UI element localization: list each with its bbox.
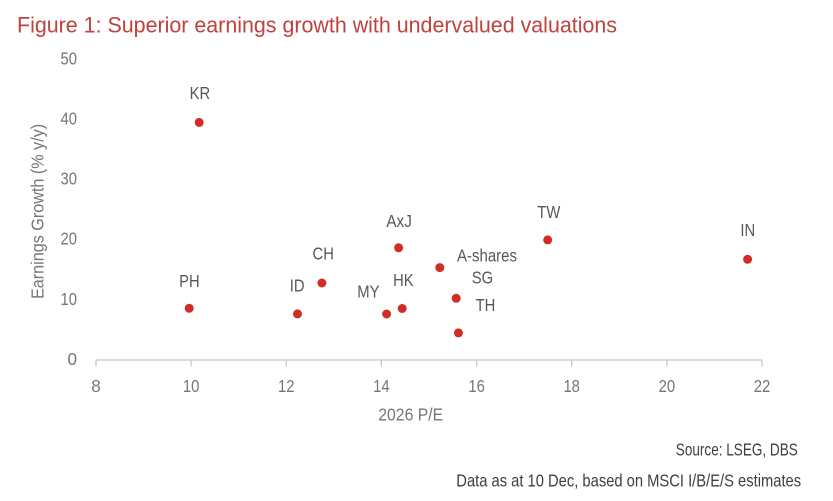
svg-text:SG: SG <box>472 268 493 288</box>
svg-text:50: 50 <box>61 48 78 68</box>
svg-text:Data as at 10 Dec, based on MS: Data as at 10 Dec, based on MSCI I/B/E/S… <box>456 471 801 491</box>
svg-text:14: 14 <box>373 376 390 396</box>
svg-text:IN: IN <box>740 220 755 240</box>
svg-text:10: 10 <box>61 289 78 309</box>
svg-text:MY: MY <box>357 281 380 301</box>
svg-text:ID: ID <box>290 276 305 296</box>
svg-text:40: 40 <box>61 108 78 128</box>
svg-text:8: 8 <box>91 376 101 396</box>
svg-text:10: 10 <box>183 376 200 396</box>
svg-text:TH: TH <box>476 295 496 315</box>
svg-text:PH: PH <box>179 271 200 291</box>
svg-text:2026 P/E: 2026 P/E <box>378 404 443 424</box>
svg-text:12: 12 <box>278 376 295 396</box>
svg-text:Figure 1: Superior earnings gr: Figure 1: Superior earnings growth with … <box>17 12 617 37</box>
svg-text:20: 20 <box>61 229 78 249</box>
svg-text:Earnings Growth (% y/y): Earnings Growth (% y/y) <box>28 124 48 299</box>
svg-text:CH: CH <box>313 244 334 264</box>
svg-text:18: 18 <box>563 376 580 396</box>
svg-text:AxJ: AxJ <box>386 211 412 231</box>
svg-text:0: 0 <box>67 349 77 369</box>
svg-text:16: 16 <box>468 376 485 396</box>
svg-text:20: 20 <box>659 376 676 396</box>
svg-text:30: 30 <box>61 169 78 189</box>
svg-text:22: 22 <box>754 376 771 396</box>
svg-text:TW: TW <box>537 202 561 222</box>
svg-text:Source: LSEG, DBS: Source: LSEG, DBS <box>676 439 798 459</box>
svg-text:KR: KR <box>190 83 211 103</box>
svg-text:HK: HK <box>393 270 414 290</box>
svg-text:A-shares: A-shares <box>457 245 517 265</box>
